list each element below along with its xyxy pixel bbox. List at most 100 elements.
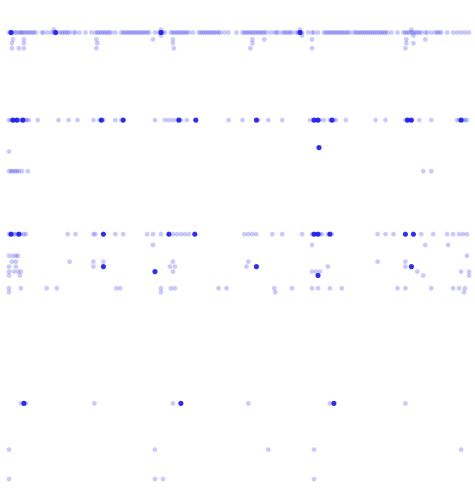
data-point bbox=[57, 30, 62, 35]
data-point bbox=[279, 231, 285, 237]
data-point bbox=[222, 30, 228, 35]
data-point bbox=[118, 30, 124, 35]
data-point bbox=[65, 30, 70, 35]
data-point bbox=[458, 30, 464, 35]
data-point bbox=[418, 30, 424, 35]
data-point bbox=[285, 30, 291, 35]
data-point bbox=[13, 253, 19, 259]
data-point bbox=[343, 117, 349, 123]
data-point bbox=[422, 242, 428, 248]
data-point bbox=[226, 30, 232, 35]
data-point bbox=[240, 117, 245, 123]
data-point bbox=[216, 285, 222, 291]
data-point bbox=[94, 37, 99, 42]
data-point bbox=[152, 476, 158, 482]
data-point bbox=[428, 117, 434, 123]
data-point bbox=[246, 30, 251, 35]
data-point bbox=[26, 117, 32, 123]
data-point bbox=[325, 30, 331, 35]
data-point bbox=[204, 30, 210, 35]
data-point bbox=[250, 231, 255, 237]
data-point bbox=[75, 117, 80, 123]
data-point bbox=[49, 30, 55, 35]
data-point bbox=[102, 30, 108, 35]
highlighted-point bbox=[458, 117, 464, 123]
data-point bbox=[389, 30, 394, 35]
data-point bbox=[445, 242, 451, 248]
data-point bbox=[343, 30, 349, 35]
data-point bbox=[409, 27, 414, 32]
data-point bbox=[130, 30, 136, 35]
data-point bbox=[171, 45, 177, 51]
highlighted-point bbox=[408, 264, 414, 270]
data-point bbox=[29, 30, 35, 35]
data-point bbox=[128, 30, 134, 35]
data-point bbox=[411, 40, 416, 46]
data-point bbox=[180, 30, 186, 35]
data-point bbox=[321, 117, 327, 123]
data-point bbox=[136, 30, 142, 35]
highlighted-point bbox=[152, 269, 158, 275]
data-point bbox=[401, 30, 406, 35]
data-point bbox=[351, 30, 357, 35]
data-point bbox=[416, 30, 422, 35]
data-point bbox=[395, 285, 400, 291]
data-point bbox=[170, 231, 176, 237]
highlighted-point bbox=[166, 231, 172, 237]
data-point bbox=[140, 30, 146, 35]
data-point bbox=[315, 30, 321, 35]
data-point bbox=[462, 117, 468, 123]
data-point bbox=[63, 30, 68, 35]
data-point bbox=[379, 30, 384, 35]
data-point bbox=[174, 231, 180, 237]
data-point bbox=[92, 401, 97, 406]
data-point bbox=[190, 30, 196, 35]
data-point bbox=[381, 30, 386, 35]
data-point bbox=[186, 231, 192, 237]
data-point bbox=[359, 30, 365, 35]
highlighted-point bbox=[120, 117, 126, 123]
highlighted-point bbox=[100, 231, 106, 237]
data-point bbox=[321, 30, 327, 35]
data-point bbox=[21, 45, 27, 51]
data-point bbox=[198, 30, 204, 35]
highlighted-point bbox=[402, 231, 408, 237]
data-point bbox=[212, 30, 218, 35]
data-point bbox=[357, 30, 363, 35]
data-point bbox=[404, 40, 409, 46]
data-point bbox=[339, 285, 345, 291]
data-point bbox=[31, 30, 37, 35]
data-point bbox=[14, 30, 20, 35]
data-point bbox=[6, 117, 12, 123]
data-point bbox=[428, 30, 434, 35]
data-point bbox=[44, 285, 50, 291]
data-point bbox=[144, 231, 150, 237]
data-point bbox=[67, 30, 72, 35]
data-point bbox=[434, 30, 440, 35]
data-point bbox=[218, 30, 224, 35]
data-point bbox=[309, 269, 315, 274]
data-point bbox=[271, 30, 277, 35]
data-point bbox=[108, 30, 114, 35]
data-point bbox=[248, 45, 253, 51]
data-point bbox=[13, 259, 19, 265]
data-point bbox=[33, 30, 39, 35]
data-point bbox=[337, 30, 343, 35]
highlighted-point bbox=[14, 117, 20, 123]
data-point bbox=[242, 231, 247, 237]
data-point bbox=[12, 30, 18, 35]
data-point bbox=[256, 30, 261, 35]
data-point bbox=[16, 168, 22, 174]
data-point bbox=[25, 168, 31, 174]
data-point bbox=[27, 30, 33, 35]
data-point bbox=[9, 40, 15, 46]
data-point bbox=[279, 117, 285, 123]
data-point bbox=[309, 285, 315, 291]
data-point bbox=[45, 30, 51, 35]
data-point bbox=[162, 117, 168, 123]
data-point bbox=[168, 30, 174, 35]
highlighted-point bbox=[16, 231, 22, 237]
data-point bbox=[371, 30, 376, 35]
data-point bbox=[244, 264, 249, 269]
data-point bbox=[329, 30, 335, 35]
